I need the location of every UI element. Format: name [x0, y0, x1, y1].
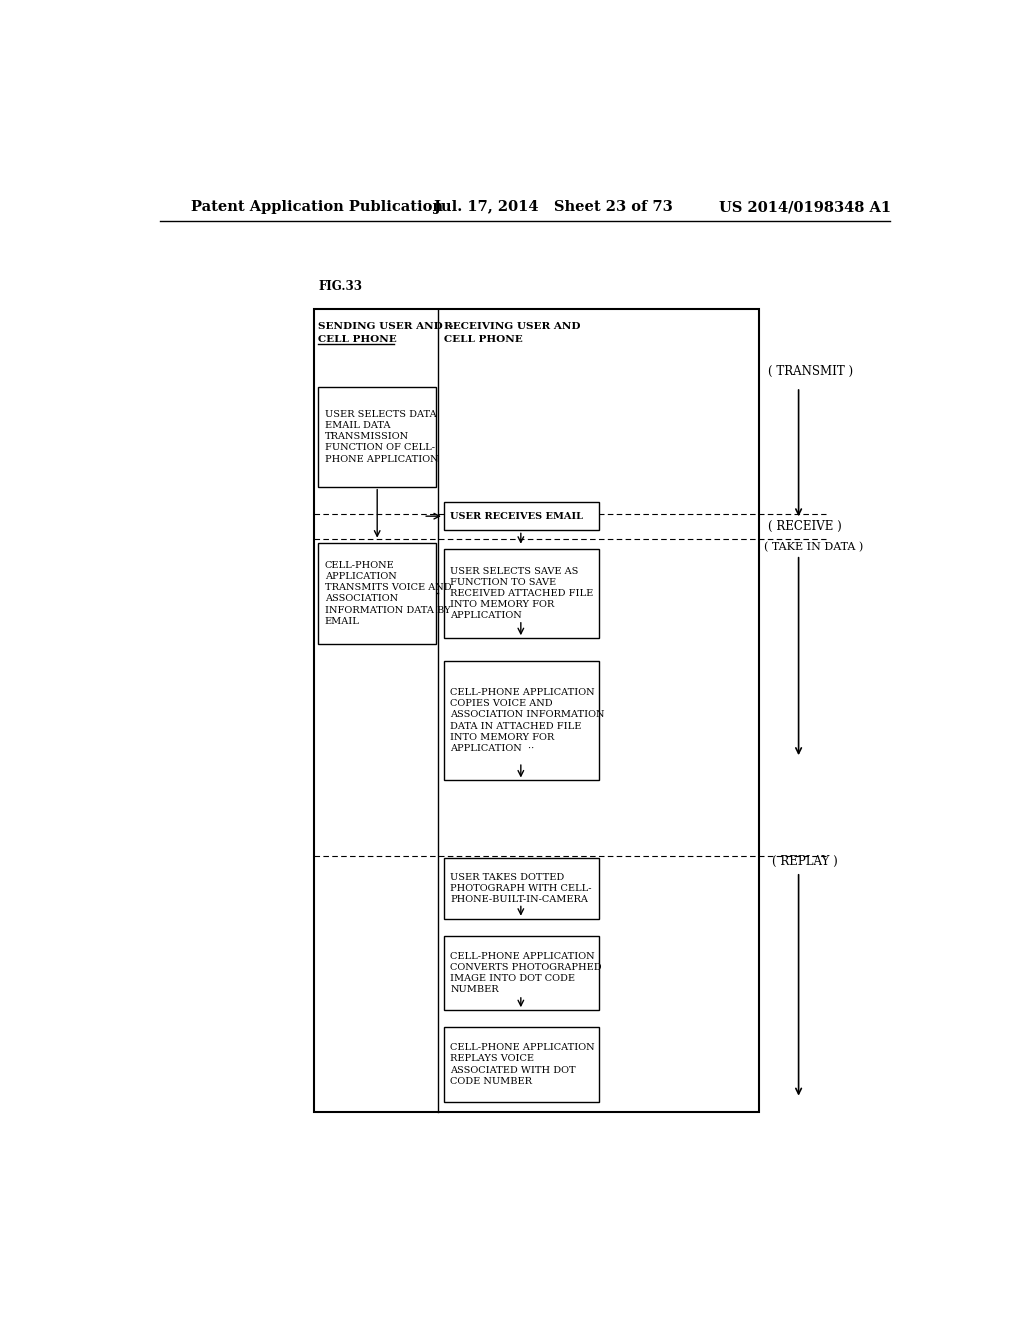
Text: Patent Application Publication: Patent Application Publication	[191, 201, 443, 214]
Text: US 2014/0198348 A1: US 2014/0198348 A1	[719, 201, 891, 214]
Bar	[443, 549, 599, 638]
Text: USER TAKES DOTTED
PHOTOGRAPH WITH CELL-
PHONE-BUILT-IN-CAMERA: USER TAKES DOTTED PHOTOGRAPH WITH CELL- …	[451, 873, 592, 904]
Text: CELL-PHONE APPLICATION
REPLAYS VOICE
ASSOCIATED WITH DOT
CODE NUMBER: CELL-PHONE APPLICATION REPLAYS VOICE ASS…	[451, 1043, 595, 1085]
Text: ( TRANSMIT ): ( TRANSMIT )	[768, 366, 854, 379]
Bar	[318, 543, 436, 644]
Text: USER SELECTS DATA
EMAIL DATA
TRANSMISSION
FUNCTION OF CELL-
PHONE APPLICATION: USER SELECTS DATA EMAIL DATA TRANSMISSIO…	[325, 411, 438, 463]
Text: ( TAKE IN DATA ): ( TAKE IN DATA )	[765, 541, 863, 552]
Bar	[443, 936, 599, 1010]
Bar	[443, 1027, 599, 1102]
Text: Jul. 17, 2014   Sheet 23 of 73: Jul. 17, 2014 Sheet 23 of 73	[433, 201, 673, 214]
Text: CELL-PHONE APPLICATION
CONVERTS PHOTOGRAPHED
IMAGE INTO DOT CODE
NUMBER: CELL-PHONE APPLICATION CONVERTS PHOTOGRA…	[451, 952, 602, 994]
Bar	[443, 858, 599, 919]
Text: FIG.33: FIG.33	[318, 280, 362, 293]
Text: ( RECEIVE ): ( RECEIVE )	[768, 520, 842, 533]
Text: CELL-PHONE APPLICATION
COPIES VOICE AND
ASSOCIATION INFORMATION
DATA IN ATTACHED: CELL-PHONE APPLICATION COPIES VOICE AND …	[451, 688, 605, 752]
Bar	[318, 387, 436, 487]
Text: USER SELECTS SAVE AS
FUNCTION TO SAVE
RECEIVED ATTACHED FILE
INTO MEMORY FOR
APP: USER SELECTS SAVE AS FUNCTION TO SAVE RE…	[451, 566, 594, 620]
Bar	[443, 660, 599, 780]
Text: ( REPLAY ): ( REPLAY )	[772, 855, 839, 869]
Bar	[314, 309, 759, 1111]
Text: RECEIVING USER AND: RECEIVING USER AND	[443, 322, 581, 330]
Bar	[443, 502, 599, 531]
Text: CELL PHONE: CELL PHONE	[318, 335, 397, 343]
Text: SENDING USER AND  ·: SENDING USER AND ·	[318, 322, 455, 330]
Text: CELL PHONE: CELL PHONE	[443, 335, 522, 343]
Text: USER RECEIVES EMAIL: USER RECEIVES EMAIL	[451, 512, 584, 520]
Text: CELL-PHONE
APPLICATION
TRANSMITS VOICE AND
ASSOCIATION
INFORMATION DATA BY
EMAIL: CELL-PHONE APPLICATION TRANSMITS VOICE A…	[325, 561, 452, 626]
